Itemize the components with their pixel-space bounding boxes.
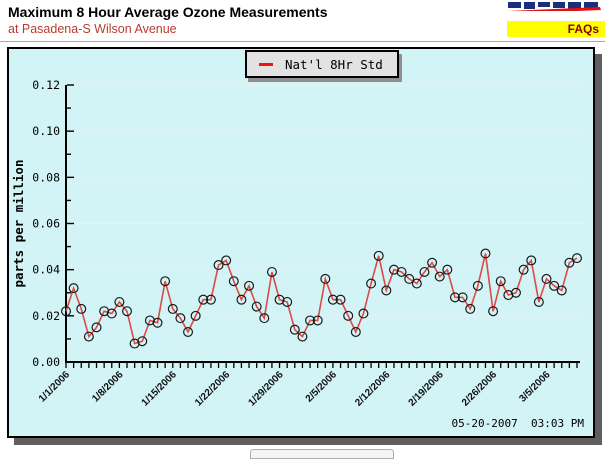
- page-title: Maximum 8 Hour Average Ozone Measurement…: [8, 4, 328, 20]
- svg-text:0.08: 0.08: [32, 170, 60, 184]
- svg-text:2/19/2006: 2/19/2006: [407, 369, 447, 409]
- ozone-line-chart: 0.00 0.02 0.04 0.06 0.08 0.10 0.12 parts per mi…: [11, 78, 584, 409]
- svg-text:2/26/2006: 2/26/2006: [460, 369, 500, 409]
- chart-legend: Nat'l 8Hr Std: [245, 50, 399, 78]
- chart-timestamp: 05-20-2007 03:03 PM: [451, 417, 584, 430]
- legend-line-swatch: [259, 62, 273, 66]
- svg-text:0.00: 0.00: [32, 355, 60, 369]
- svg-text:0.10: 0.10: [32, 124, 60, 138]
- svg-text:2/12/2006: 2/12/2006: [353, 369, 393, 409]
- svg-text:0.12: 0.12: [32, 78, 60, 92]
- bottom-cutoff-button[interactable]: [250, 449, 394, 459]
- svg-text:1/29/2006: 1/29/2006: [246, 369, 286, 409]
- svg-text:1/22/2006: 1/22/2006: [193, 369, 233, 409]
- chart-panel: 0.00 0.02 0.04 0.06 0.08 0.10 0.12 parts per mi…: [7, 47, 595, 438]
- svg-text:1/8/2006: 1/8/2006: [90, 369, 126, 405]
- svg-text:0.04: 0.04: [32, 263, 60, 277]
- svg-text:1/15/2006: 1/15/2006: [140, 369, 180, 409]
- header-divider: [0, 41, 605, 42]
- aqmd-logo-partial-icon[interactable]: [506, 0, 602, 11]
- legend-series-label: Nat'l 8Hr Std: [285, 56, 383, 72]
- svg-text:0.06: 0.06: [32, 217, 60, 231]
- svg-text:parts per million: parts per million: [11, 160, 26, 288]
- page-subtitle: at Pasadena-S Wilson Avenue: [8, 22, 177, 36]
- svg-text:1/1/2006: 1/1/2006: [37, 369, 73, 405]
- svg-text:0.02: 0.02: [32, 309, 60, 323]
- svg-text:3/5/2006: 3/5/2006: [517, 369, 553, 405]
- svg-text:2/5/2006: 2/5/2006: [304, 369, 340, 405]
- faqs-link[interactable]: FAQs: [507, 21, 605, 37]
